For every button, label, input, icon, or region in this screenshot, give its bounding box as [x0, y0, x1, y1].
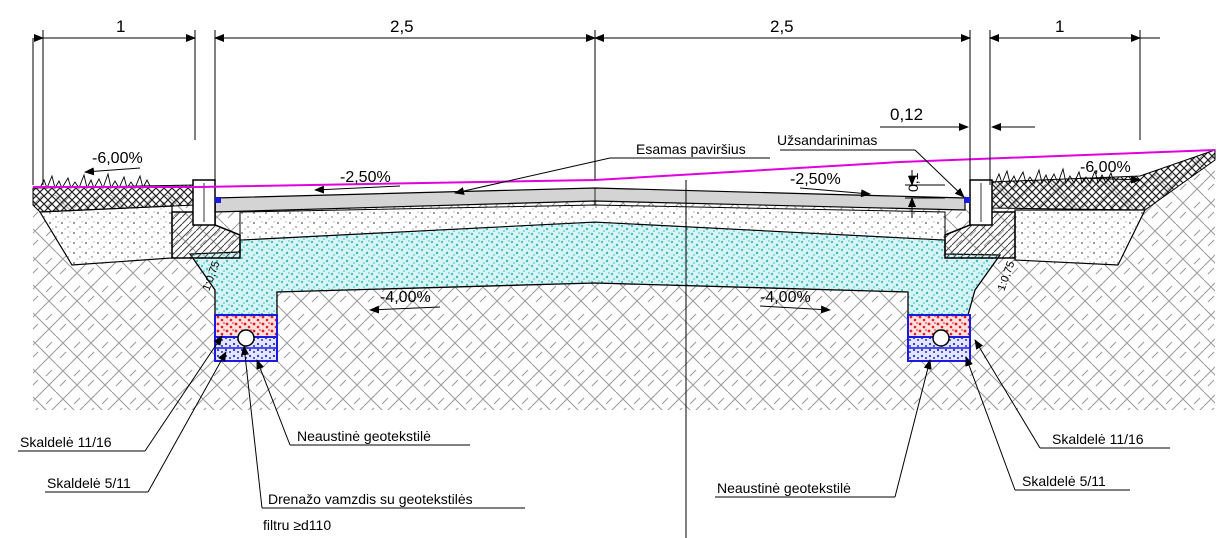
left-topsoil	[32, 184, 196, 213]
slope-right-base: -4,00%	[760, 289, 811, 306]
right-grass	[994, 167, 1115, 185]
slope-left-shoulder: -6,00%	[92, 150, 143, 167]
slope-left-base: -4,00%	[380, 289, 431, 306]
label-left-gravel-5-11: Skaldelė 5/11	[47, 475, 131, 491]
right-seal	[964, 197, 970, 203]
right-curb	[944, 179, 1016, 259]
left-shoulder-fill-dots	[40, 206, 172, 265]
slope-right-lane: -2,50%	[790, 171, 841, 188]
label-left-gravel-11-16: Skaldelė 11/16	[20, 434, 112, 450]
label-right-geotextile: Neaustinė geotekstilė	[717, 480, 851, 496]
left-seal	[215, 197, 221, 203]
sub-base-layer-dots	[240, 205, 945, 240]
label-drain-pipe-line1: Drenažo vamzdis su geotekstilės	[268, 491, 473, 507]
label-drain-pipe-line2: filtru ≥d110	[263, 517, 331, 533]
dim-right-lane: 2,5	[770, 17, 794, 36]
label-existing-surface: Esamas paviršius	[636, 141, 746, 157]
right-shoulder-fill-dots	[1015, 210, 1145, 265]
label-right-gravel-11-16: Skaldelė 11/16	[1052, 431, 1144, 447]
dim-left-lane: 2,5	[390, 17, 414, 36]
label-sealing: Užsandarinimas	[777, 132, 877, 148]
label-left-geotextile: Neaustinė geotekstilė	[297, 428, 431, 444]
label-right-gravel-5-11: Skaldelė 5/11	[1022, 473, 1106, 489]
slope-right-shoulder: -6,00%	[1080, 159, 1131, 176]
right-drain-pipe	[932, 329, 950, 347]
dim-right-shoulder: 1	[1055, 17, 1064, 36]
left-drain-pipe	[237, 329, 255, 347]
dim-seal-height: 0,1	[905, 172, 921, 192]
dim-seal-width: 0,12	[890, 105, 923, 124]
right-drain-trench	[907, 314, 971, 362]
slope-left-lane: -2,50%	[340, 169, 391, 186]
dimension-chain	[32, 30, 1160, 218]
dim-left-shoulder: 1	[116, 17, 125, 36]
left-curb	[171, 179, 241, 259]
